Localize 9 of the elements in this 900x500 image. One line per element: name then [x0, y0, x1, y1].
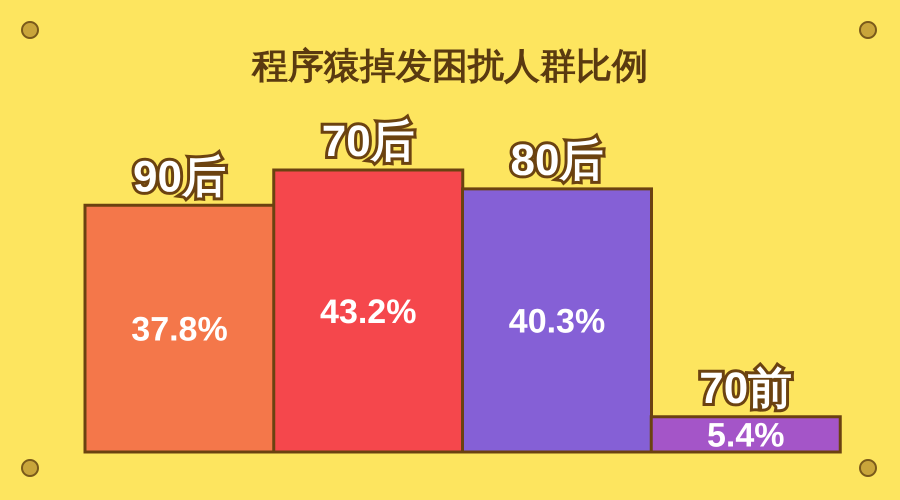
data-label: 37.8%: [131, 310, 228, 349]
data-label: 5.4%: [707, 416, 784, 454]
x-tick-label: 90后: [133, 152, 226, 202]
x-tick-label: 70前: [699, 364, 792, 413]
data-label: 43.2%: [320, 293, 416, 331]
chart-title: 程序猿掉发困扰人群比例: [250, 44, 649, 88]
x-tick-label: 70后: [322, 117, 415, 166]
data-label: 40.3%: [508, 302, 606, 340]
x-tick-label: 80后: [510, 136, 604, 185]
